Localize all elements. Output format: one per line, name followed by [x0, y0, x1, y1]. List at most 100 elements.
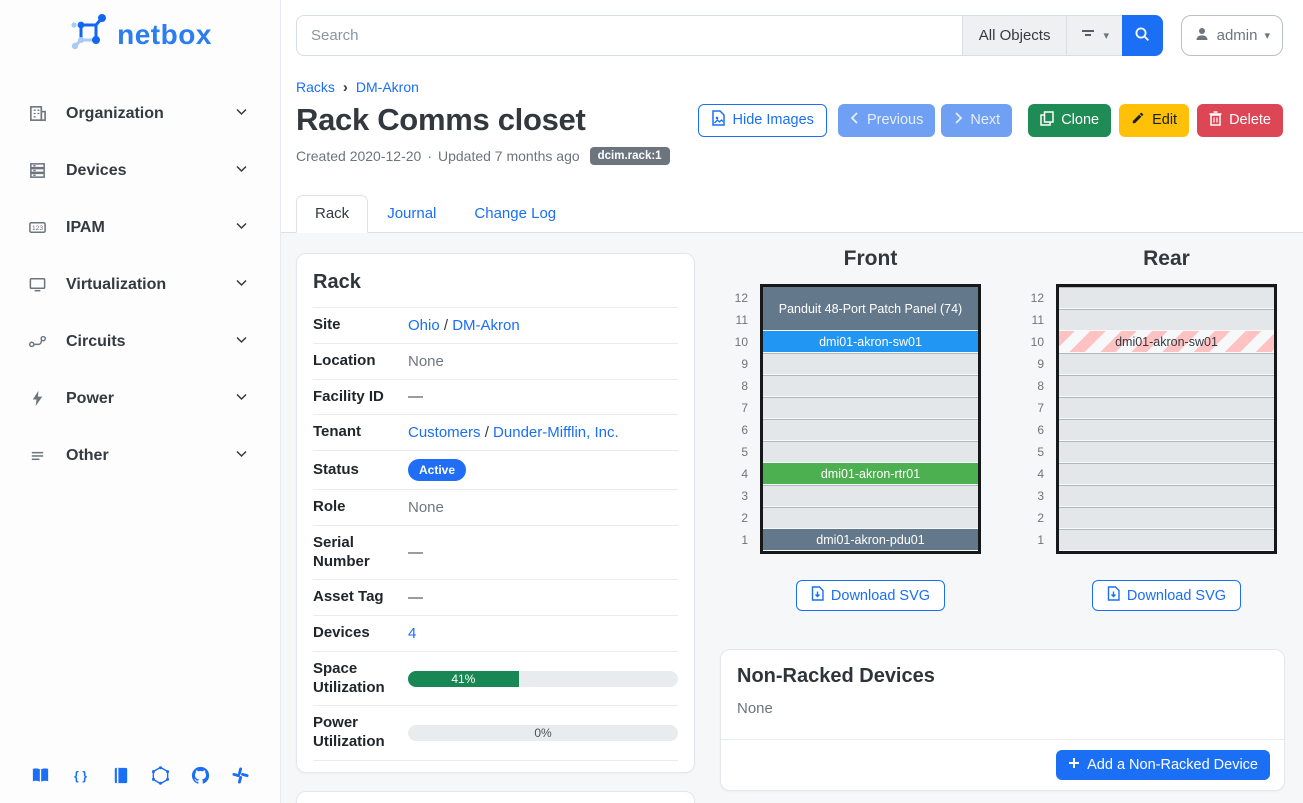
- sidebar-item-other[interactable]: Other: [0, 427, 280, 484]
- rear-rack-diagram: dmi01-akron-sw01: [1056, 284, 1277, 554]
- non-racked-body: None: [721, 694, 1284, 740]
- front-download-svg-button[interactable]: Download SVG: [795, 580, 946, 611]
- breadcrumb-link-racks[interactable]: Racks: [296, 79, 335, 95]
- unit-number: 6: [741, 423, 748, 437]
- sidebar-item-circuits[interactable]: Circuits: [0, 313, 280, 370]
- serial-value: —: [408, 544, 423, 561]
- unit-number: 12: [1030, 291, 1044, 305]
- sidebar-footer-links: { }: [0, 763, 280, 803]
- monitor-icon: [28, 275, 50, 294]
- front-rack-unit-6-empty[interactable]: [763, 419, 978, 441]
- docs-book-icon[interactable]: [28, 763, 52, 787]
- netbox-wordmark: netbox: [117, 18, 212, 50]
- delete-button[interactable]: Delete: [1197, 103, 1283, 137]
- next-button[interactable]: Next: [941, 103, 1013, 137]
- front-elevation: Front 12 11 10 9 8 7 6 5 4 3 2 1 Panduit 48-Port Pa…: [722, 247, 981, 611]
- site-link[interactable]: DM-Akron: [452, 316, 520, 334]
- front-rack-unit-9-empty[interactable]: [763, 353, 978, 375]
- sidebar-item-power[interactable]: Power: [0, 370, 280, 427]
- add-non-racked-device-button[interactable]: Add a Non-Racked Device: [1056, 750, 1270, 780]
- sidebar-item-ipam[interactable]: 123 IPAM: [0, 199, 280, 256]
- object-id-badge: dcim.rack:1: [589, 147, 670, 165]
- front-rack-device-dmi01-akron-pdu01[interactable]: dmi01-akron-pdu01: [763, 529, 978, 550]
- rear-rack-device-dmi01-akron-sw01[interactable]: dmi01-akron-sw01: [1059, 331, 1274, 352]
- chevron-down-icon: [233, 388, 250, 410]
- front-rack-unit-7-empty[interactable]: [763, 397, 978, 419]
- field-row-tenant: Tenant Customers / Dunder-Mifflin, Inc.: [313, 415, 678, 451]
- search-submit-button[interactable]: [1122, 15, 1163, 56]
- front-rack-unit-3-empty[interactable]: [763, 485, 978, 507]
- svg-text:123: 123: [32, 225, 43, 232]
- clone-button[interactable]: Clone: [1028, 103, 1112, 137]
- front-rack-unit-2-empty[interactable]: [763, 507, 978, 529]
- rear-rack-unit-2-empty[interactable]: [1059, 507, 1274, 529]
- api-journal-icon[interactable]: [108, 763, 132, 787]
- chevron-down-icon: ▾: [1264, 30, 1270, 42]
- front-rack-device-panduit-48-port-patch-panel-74-[interactable]: Panduit 48-Port Patch Panel (74): [763, 287, 978, 330]
- search-input[interactable]: [296, 15, 962, 56]
- tab-journal[interactable]: Journal: [387, 205, 437, 222]
- page-head: Racks › DM-Akron Rack Comms closet: [281, 71, 1303, 165]
- slack-icon[interactable]: [228, 763, 252, 787]
- unit-number: 2: [741, 511, 748, 525]
- chevron-down-icon: [233, 331, 250, 353]
- rack-details-panel: Rack Site Ohio / DM-Akron Location None: [296, 253, 695, 773]
- rear-rack-unit-3-empty[interactable]: [1059, 485, 1274, 507]
- previous-button[interactable]: Previous: [837, 103, 936, 137]
- tenant-link[interactable]: Dunder-Mifflin, Inc.: [493, 424, 619, 442]
- tab-bar: Rack Journal Change Log: [296, 195, 575, 233]
- status-badge: Active: [408, 459, 467, 481]
- main-area: All Objects ▾: [281, 0, 1303, 803]
- sidebar-item-organization[interactable]: Organization: [0, 85, 280, 142]
- front-rack-device-dmi01-akron-rtr01[interactable]: dmi01-akron-rtr01: [763, 463, 978, 484]
- rear-rack-unit-9-empty[interactable]: [1059, 353, 1274, 375]
- github-icon[interactable]: [188, 763, 212, 787]
- server-icon: [28, 161, 50, 180]
- tab-change-log[interactable]: Change Log: [474, 205, 557, 222]
- field-row-facility-id: Facility ID —: [313, 380, 678, 416]
- next-panel-partial: [296, 791, 695, 803]
- unit-number: 8: [1037, 379, 1044, 393]
- rear-rack-unit-1-empty[interactable]: [1059, 529, 1274, 551]
- rear-rack-unit-7-empty[interactable]: [1059, 397, 1274, 419]
- search-scope-button[interactable]: All Objects: [961, 15, 1067, 56]
- front-rack-unit-8-empty[interactable]: [763, 375, 978, 397]
- chevron-down-icon: ▾: [1103, 30, 1109, 42]
- rear-rack-unit-5-empty[interactable]: [1059, 441, 1274, 463]
- tenant-group-link[interactable]: Customers: [408, 424, 481, 442]
- unit-number: 8: [741, 379, 748, 393]
- rear-download-svg-button[interactable]: Download SVG: [1091, 580, 1242, 611]
- front-rack-device-dmi01-akron-sw01[interactable]: dmi01-akron-sw01: [763, 331, 978, 352]
- search-filter-button[interactable]: ▾: [1066, 15, 1122, 56]
- front-rack-diagram: Panduit 48-Port Patch Panel (74) dmi01-ak…: [760, 284, 981, 554]
- rear-rack-unit-8-empty[interactable]: [1059, 375, 1274, 397]
- rest-api-braces-icon[interactable]: { }: [68, 763, 92, 787]
- sidebar-item-devices[interactable]: Devices: [0, 142, 280, 199]
- svg-text:{ }: { }: [73, 768, 86, 782]
- sidebar-item-label: Power: [66, 389, 115, 407]
- rack-fields-table: Site Ohio / DM-Akron Location None Facil…: [313, 307, 678, 761]
- user-menu-button[interactable]: admin ▾: [1180, 15, 1283, 56]
- non-racked-title: Non-Racked Devices: [737, 665, 935, 687]
- devices-count-link[interactable]: 4: [408, 624, 417, 642]
- breadcrumb-link-dm-akron[interactable]: DM-Akron: [355, 79, 419, 95]
- chevron-right-icon: [953, 112, 963, 128]
- site-group-link[interactable]: Ohio: [408, 316, 440, 334]
- rear-rack-unit-12-empty[interactable]: [1059, 287, 1274, 309]
- object-actions: Hide Images Previous Next: [697, 103, 1283, 137]
- sidebar-item-virtualization[interactable]: Virtualization: [0, 256, 280, 313]
- unit-number: 7: [741, 401, 748, 415]
- netbox-logo[interactable]: netbox: [0, 0, 280, 67]
- edit-button[interactable]: Edit: [1119, 103, 1190, 137]
- rear-rack-unit-4-empty[interactable]: [1059, 463, 1274, 485]
- graphql-icon[interactable]: [148, 763, 172, 787]
- lines-icon: [28, 446, 50, 465]
- field-row-site: Site Ohio / DM-Akron: [313, 308, 678, 344]
- rear-rack-unit-6-empty[interactable]: [1059, 419, 1274, 441]
- rear-rack-unit-11-empty[interactable]: [1059, 309, 1274, 331]
- trash-icon: [1209, 110, 1222, 130]
- front-rack-unit-5-empty[interactable]: [763, 441, 978, 463]
- tab-rack[interactable]: Rack: [296, 195, 369, 233]
- hide-images-button[interactable]: Hide Images: [697, 103, 827, 137]
- rear-elevation-title: Rear: [1143, 247, 1190, 270]
